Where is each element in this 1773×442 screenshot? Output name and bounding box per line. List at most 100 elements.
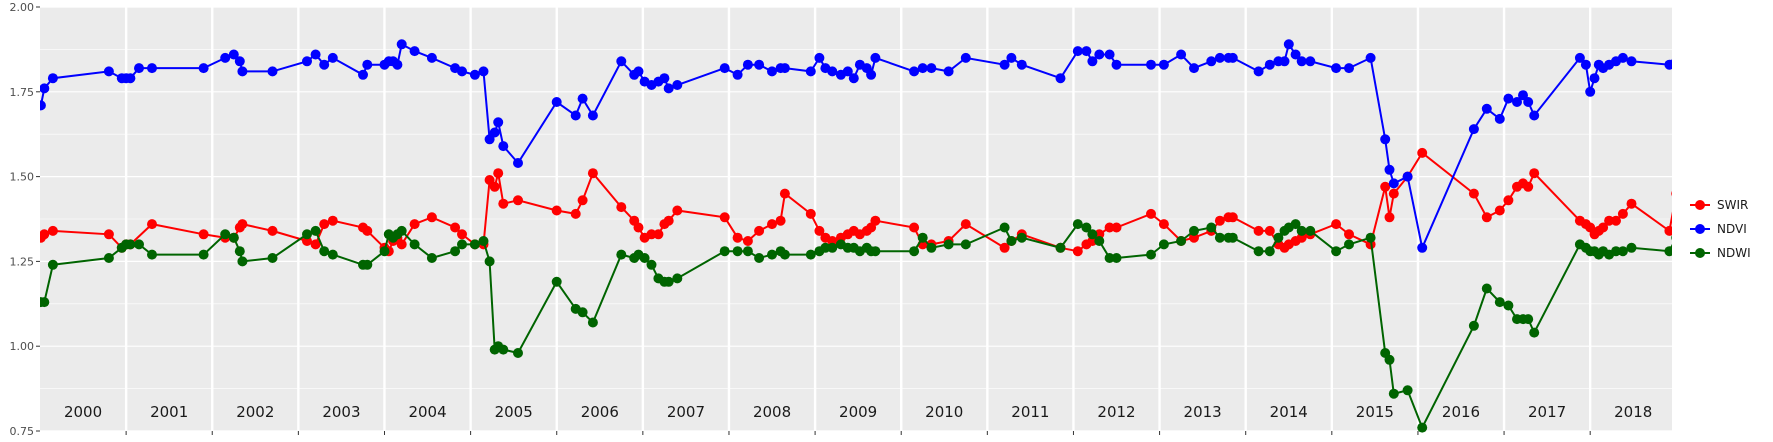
data-point bbox=[805, 249, 816, 260]
data-point bbox=[1344, 63, 1354, 74]
data-point bbox=[909, 66, 920, 77]
legend: SWIR NDVI NDWI bbox=[1690, 198, 1751, 260]
data-point bbox=[237, 219, 248, 230]
data-point bbox=[1055, 73, 1066, 84]
data-point bbox=[103, 253, 114, 263]
data-point bbox=[478, 66, 489, 77]
data-point bbox=[719, 246, 730, 257]
data-point bbox=[1598, 222, 1609, 233]
data-point bbox=[1158, 59, 1169, 70]
legend-key-point bbox=[1695, 200, 1705, 210]
data-point bbox=[1417, 242, 1428, 253]
year-label: 2001 bbox=[150, 403, 188, 421]
series-ndwi bbox=[40, 219, 1703, 433]
data-point bbox=[1481, 103, 1492, 114]
data-point bbox=[237, 256, 248, 267]
data-point bbox=[943, 66, 954, 77]
data-point bbox=[805, 66, 816, 77]
data-point bbox=[1626, 198, 1637, 209]
data-point bbox=[663, 215, 674, 226]
data-point bbox=[198, 63, 209, 74]
year-label: 2006 bbox=[581, 403, 619, 421]
data-point bbox=[1380, 181, 1391, 192]
data-point bbox=[1104, 253, 1115, 263]
data-point bbox=[909, 222, 920, 233]
data-point bbox=[1264, 246, 1275, 257]
data-point bbox=[672, 273, 683, 284]
data-point bbox=[426, 52, 437, 63]
data-point bbox=[40, 297, 50, 308]
data-point bbox=[1693, 233, 1703, 243]
data-point bbox=[767, 219, 777, 230]
data-point bbox=[198, 249, 209, 260]
data-point bbox=[1104, 49, 1115, 60]
data-point bbox=[639, 253, 650, 263]
data-point bbox=[513, 158, 523, 168]
data-point bbox=[302, 229, 312, 240]
data-point bbox=[1227, 52, 1238, 63]
data-point bbox=[742, 246, 753, 257]
x-axis bbox=[125, 431, 1591, 435]
data-point bbox=[319, 59, 330, 70]
data-point bbox=[587, 110, 598, 121]
data-point bbox=[1344, 239, 1354, 250]
data-point bbox=[1671, 235, 1672, 241]
data-point bbox=[409, 219, 420, 230]
data-point bbox=[1087, 56, 1098, 67]
data-point bbox=[1206, 56, 1217, 67]
data-point bbox=[426, 253, 437, 263]
data-point bbox=[1111, 253, 1122, 263]
data-point bbox=[1006, 236, 1017, 246]
y-tick-label: 1.00 bbox=[10, 340, 35, 353]
data-point bbox=[551, 205, 562, 216]
data-point bbox=[302, 56, 312, 67]
data-point bbox=[310, 49, 321, 60]
data-point bbox=[147, 63, 157, 74]
data-point bbox=[767, 249, 777, 260]
data-point bbox=[1264, 59, 1275, 70]
data-point bbox=[147, 249, 157, 260]
data-point bbox=[1589, 73, 1600, 84]
data-point bbox=[1417, 422, 1428, 433]
data-point bbox=[1611, 246, 1621, 257]
year-label: 2016 bbox=[1442, 403, 1480, 421]
data-point bbox=[469, 239, 480, 250]
data-point bbox=[1680, 199, 1690, 209]
data-point bbox=[960, 239, 971, 250]
data-point bbox=[1580, 59, 1591, 70]
data-point bbox=[866, 69, 877, 80]
data-point bbox=[672, 80, 683, 90]
data-point bbox=[1388, 178, 1399, 189]
data-point bbox=[234, 246, 245, 257]
data-point bbox=[1264, 225, 1275, 236]
data-point bbox=[220, 229, 231, 240]
data-point bbox=[1481, 283, 1492, 294]
data-point bbox=[1296, 56, 1307, 67]
data-point bbox=[999, 222, 1010, 233]
data-point bbox=[663, 276, 674, 287]
data-point bbox=[1094, 236, 1105, 246]
data-point bbox=[870, 215, 881, 226]
data-point bbox=[1189, 225, 1199, 236]
data-point bbox=[409, 239, 420, 250]
y-tick-label: 1.75 bbox=[10, 86, 35, 99]
data-point bbox=[909, 246, 920, 257]
year-label: 2005 bbox=[495, 403, 533, 421]
data-point bbox=[732, 246, 743, 257]
year-label: 2015 bbox=[1356, 403, 1394, 421]
data-point bbox=[1146, 249, 1156, 260]
data-point bbox=[754, 253, 765, 263]
data-point bbox=[616, 56, 627, 67]
data-point bbox=[267, 253, 278, 263]
data-point bbox=[1503, 195, 1514, 206]
data-point bbox=[1402, 385, 1413, 396]
data-point bbox=[1671, 58, 1672, 64]
data-point bbox=[1664, 59, 1672, 70]
data-point bbox=[484, 256, 495, 267]
data-point bbox=[1072, 46, 1083, 57]
data-point bbox=[870, 52, 881, 63]
data-point bbox=[1331, 63, 1342, 74]
data-point bbox=[1617, 246, 1628, 257]
data-point bbox=[960, 219, 971, 230]
data-point bbox=[1189, 63, 1199, 74]
